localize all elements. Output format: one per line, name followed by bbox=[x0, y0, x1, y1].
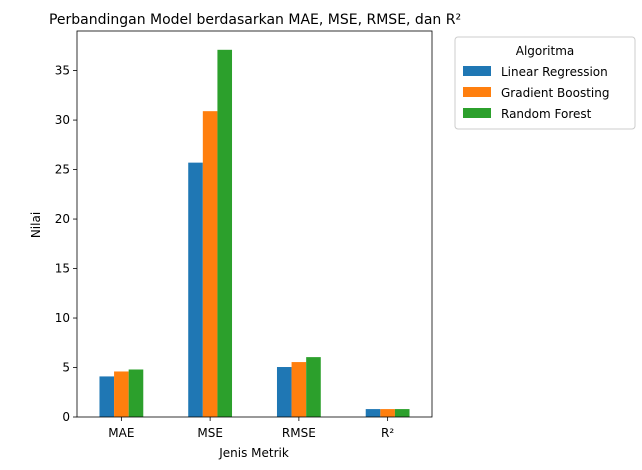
legend-label: Linear Regression bbox=[501, 65, 608, 79]
legend-title: Algoritma bbox=[516, 44, 575, 58]
x-tick-label: MSE bbox=[197, 426, 223, 440]
y-tick-label: 30 bbox=[55, 113, 70, 127]
y-tick-label: 20 bbox=[55, 212, 70, 226]
x-axis-label: Jenis Metrik bbox=[218, 446, 289, 460]
bar-random-forest-0 bbox=[128, 369, 144, 417]
bar-gradient-boosting-2 bbox=[291, 362, 307, 417]
bar-gradient-boosting-3 bbox=[380, 409, 395, 417]
bar-random-forest-2 bbox=[306, 357, 321, 417]
legend-swatch bbox=[463, 108, 491, 118]
y-tick-label: 25 bbox=[55, 163, 70, 177]
y-tick-label: 35 bbox=[55, 64, 70, 78]
legend-swatch bbox=[463, 87, 491, 97]
bar-linear-regression-0 bbox=[99, 376, 115, 417]
bar-random-forest-1 bbox=[217, 49, 233, 418]
x-tick-label: RMSE bbox=[282, 426, 316, 440]
legend-frame bbox=[454, 36, 636, 130]
legend-swatch bbox=[463, 66, 491, 76]
axes-frame bbox=[76, 30, 433, 418]
y-tick-label: 15 bbox=[55, 262, 70, 276]
y-tick-label: 0 bbox=[62, 410, 70, 424]
plot-area: 0 5 10 15 20 25 30 35 MAE MSE RMSE R² bbox=[55, 30, 433, 440]
legend: Algoritma Linear Regression Gradient Boos… bbox=[454, 36, 636, 130]
bar-gradient-boosting-0 bbox=[114, 371, 129, 417]
bar-linear-regression-1 bbox=[188, 162, 203, 417]
bar-random-forest-3 bbox=[394, 409, 410, 417]
bar-gradient-boosting-1 bbox=[202, 111, 218, 418]
bar-linear-regression-3 bbox=[365, 409, 381, 417]
legend-label: Gradient Boosting bbox=[501, 86, 609, 100]
legend-label: Random Forest bbox=[501, 107, 592, 121]
y-axis-label: Nilai bbox=[29, 212, 43, 238]
x-tick-label: MAE bbox=[108, 426, 134, 440]
chart-title: Perbandingan Model berdasarkan MAE, MSE,… bbox=[49, 12, 461, 28]
x-tick-label: R² bbox=[381, 426, 394, 440]
y-tick-label: 5 bbox=[62, 361, 70, 375]
y-tick-label: 10 bbox=[55, 311, 70, 325]
bar-linear-regression-2 bbox=[276, 367, 292, 417]
